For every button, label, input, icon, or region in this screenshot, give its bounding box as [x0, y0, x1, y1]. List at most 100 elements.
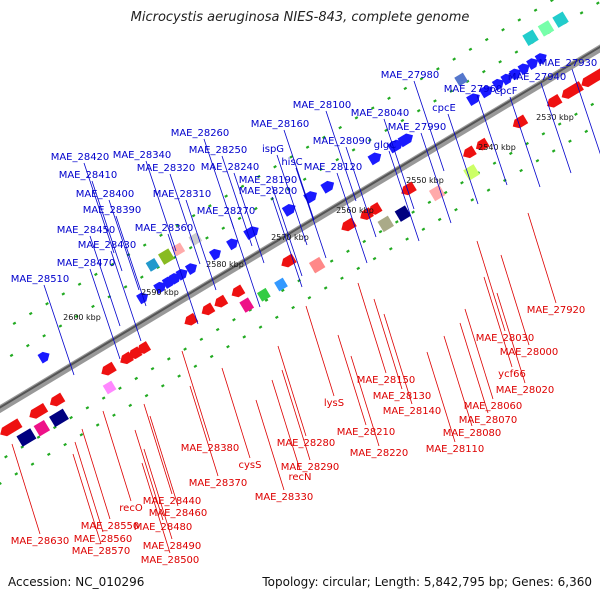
track-dot	[69, 415, 73, 420]
reverse-leader-line	[527, 212, 557, 304]
track-dot	[346, 249, 350, 253]
reverse-gene-label: MAE_28070	[459, 415, 518, 426]
reverse-gene-arrow	[231, 284, 246, 298]
track-dot	[305, 145, 310, 149]
track-dot	[319, 167, 323, 172]
forward-leader-line	[185, 199, 217, 291]
track-dot	[384, 128, 388, 133]
reverse-leader-line	[277, 345, 307, 437]
track-dot	[291, 305, 295, 310]
track-dot	[208, 204, 212, 208]
track-dot	[142, 243, 147, 247]
reverse-gene-label: MAE_28030	[476, 333, 535, 344]
forward-leader-line	[221, 155, 253, 247]
reverse-leader-line	[500, 254, 530, 346]
forward-leader-line	[229, 216, 261, 308]
track-dot	[9, 353, 14, 358]
reverse-gene-label: MAE_28500	[141, 555, 200, 566]
kbp-tick-label: 2590 kbp	[141, 288, 179, 297]
forward-gene-arrow	[243, 226, 259, 240]
genome-info-text: Topology: circular; Length: 5,842,795 bp…	[262, 575, 592, 589]
track-dot	[452, 57, 457, 61]
reverse-leader-line	[141, 462, 171, 554]
track-dot	[378, 229, 383, 234]
track-dot	[590, 102, 595, 107]
reverse-leader-line	[74, 441, 104, 533]
kbp-tick-label: 2560 kbp	[336, 206, 374, 215]
reverse-gene-arrow	[281, 253, 297, 268]
forward-gene-label: MAE_28390	[83, 205, 142, 216]
reverse-gene-label: cysS	[239, 460, 262, 471]
track-dot	[443, 190, 448, 195]
track-dot	[25, 343, 30, 348]
track-dot	[335, 157, 340, 162]
track-dot	[289, 155, 294, 159]
reverse-leader-line	[102, 410, 132, 502]
track-dot	[351, 148, 356, 152]
track-dot	[557, 122, 562, 126]
track-dot	[240, 184, 245, 189]
forward-gene-arrow	[168, 273, 181, 285]
reverse-gene-label: MAE_28290	[281, 462, 340, 473]
feature-block	[274, 277, 288, 292]
track-dot	[134, 376, 139, 381]
track-dot	[95, 423, 100, 427]
reverse-gene-arrow	[368, 202, 383, 215]
forward-gene-arrow	[37, 351, 50, 364]
feature-block	[102, 380, 117, 395]
reverse-leader-line	[134, 429, 164, 521]
reverse-gene-label: MAE_28490	[143, 541, 202, 552]
forward-leader-line	[108, 199, 140, 291]
reverse-leader-line	[255, 399, 285, 491]
track-dot	[433, 99, 437, 103]
feature-block	[454, 72, 468, 87]
forward-gene-label: MAE_28360	[135, 223, 194, 234]
reverse-leader-line	[305, 305, 335, 397]
reverse-leader-line	[181, 350, 211, 442]
forward-gene-arrow	[534, 53, 547, 65]
forward-gene-label: MAE_27990	[388, 122, 447, 133]
track-dot	[280, 288, 285, 293]
reverse-leader-line	[11, 443, 41, 535]
reverse-gene-arrow	[547, 93, 563, 108]
track-dot	[492, 161, 497, 165]
reverse-leader-line	[81, 428, 111, 520]
track-dot	[166, 357, 171, 361]
forward-leader-line	[110, 250, 142, 342]
track-dot	[416, 109, 421, 113]
track-dot	[183, 347, 187, 351]
track-dot	[128, 403, 133, 408]
feature-block	[158, 248, 175, 265]
reverse-leader-line	[496, 292, 526, 384]
track-dot	[85, 406, 90, 410]
feature-block	[394, 205, 412, 222]
forward-leader-line	[476, 94, 508, 186]
track-dot	[258, 325, 263, 329]
reverse-leader-line	[383, 313, 413, 405]
reverse-leader-line	[143, 403, 173, 495]
track-dot	[36, 435, 41, 439]
track-dot	[525, 141, 529, 146]
reverse-leader-line	[476, 240, 506, 332]
track-dot	[486, 188, 491, 192]
track-dot	[52, 425, 57, 430]
forward-gene-label: MAE_28410	[59, 170, 118, 181]
backbone-line	[0, 44, 600, 414]
forward-gene-label: MAE_28100	[293, 100, 352, 111]
forward-gene-arrow	[320, 180, 335, 194]
forward-gene-label: MAE_28420	[51, 152, 110, 163]
track-dot	[110, 262, 115, 267]
feature-block	[463, 164, 480, 181]
track-dot	[421, 227, 426, 231]
track-dot	[118, 386, 122, 390]
forward-gene-arrow	[500, 73, 513, 86]
forward-gene-label: MAE_28470	[57, 258, 116, 269]
track-dot	[242, 335, 247, 339]
track-dot	[595, 1, 600, 5]
track-dot	[579, 11, 584, 15]
track-dot	[232, 318, 236, 322]
track-dot	[584, 129, 589, 134]
track-dot	[533, 8, 538, 12]
forward-leader-line	[83, 162, 115, 254]
